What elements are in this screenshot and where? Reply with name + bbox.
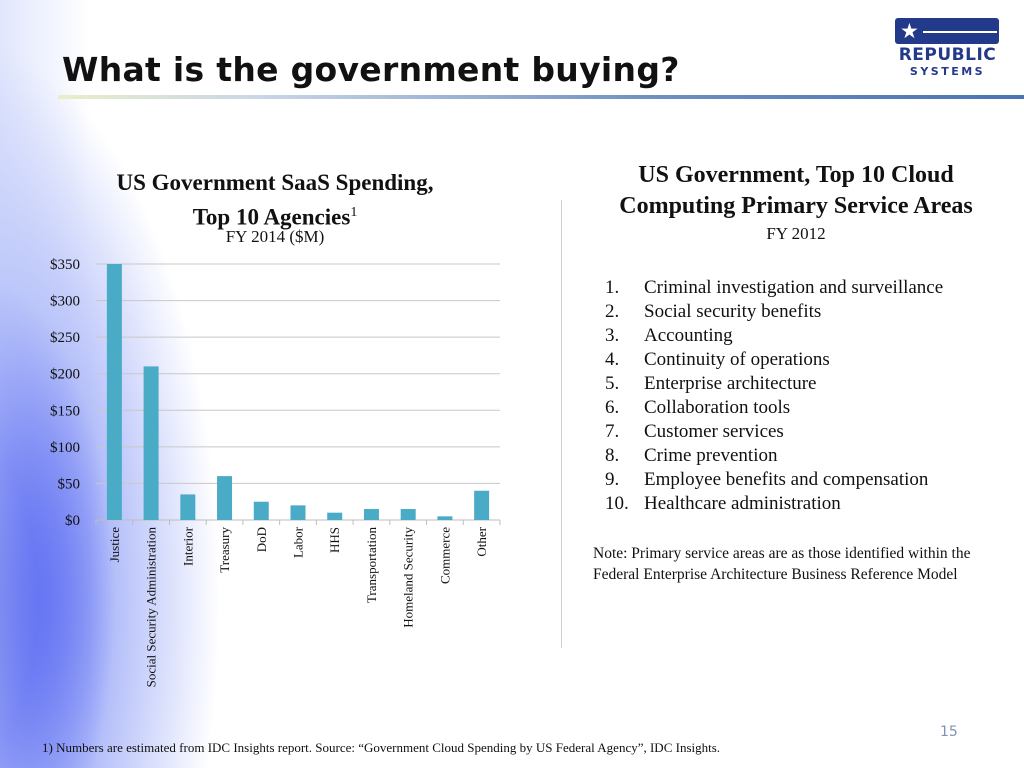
service-area-label: Customer services (644, 421, 784, 442)
service-area-item: 9. Employee benefits and compensation (602, 468, 1012, 492)
bar (437, 516, 453, 520)
y-tick-label: $100 (50, 440, 80, 456)
service-area-label: Accounting (644, 325, 733, 346)
service-area-item: 8. Crime prevention (602, 444, 1012, 468)
service-area-item: 7. Customer services (602, 420, 1012, 444)
service-area-number: 9. (605, 469, 620, 490)
bar (327, 512, 343, 520)
x-tick-label: Labor (291, 526, 306, 558)
page-number: 15 (940, 724, 958, 740)
service-areas-subtitle: FY 2012 (766, 224, 826, 243)
saas-spending-bar-chart: $0 $50 $100 $150 $200 $250 $300 $350 Justice Soci… (50, 257, 501, 688)
service-area-number: 10. (605, 493, 629, 514)
service-area-label: Crime prevention (644, 445, 778, 466)
bar (363, 509, 379, 520)
service-area-item: 5. Enterprise architecture (602, 372, 1012, 396)
chart-title: US Government SaaS Spending, Top 10 Agen… (60, 168, 490, 233)
bar (180, 494, 196, 520)
bar (143, 366, 159, 520)
republic-systems-logo: ★ REPUBLIC SYSTEMS (895, 18, 1000, 80)
service-area-number: 6. (605, 397, 620, 418)
service-area-label: Criminal investigation and surveillance (644, 277, 944, 298)
x-tick-label: Commerce (437, 527, 452, 584)
service-area-number: 8. (605, 445, 620, 466)
y-tick-label: $50 (58, 476, 81, 492)
y-tick-label: $200 (50, 367, 80, 383)
y-tick-label: $150 (50, 403, 80, 419)
x-tick-label: DoD (254, 527, 269, 552)
service-area-label: Employee benefits and compensation (644, 469, 929, 490)
service-area-item: 10. Healthcare administration (602, 492, 1012, 516)
x-tick-label: Homeland Security (401, 527, 416, 628)
slide-title: What is the government buying? (62, 50, 680, 89)
service-area-number: 2. (605, 301, 620, 322)
service-area-label: Enterprise architecture (644, 373, 817, 394)
service-area-label: Social security benefits (644, 301, 822, 322)
service-areas-title: US Government, Top 10 Cloud Computing Pr… (592, 160, 1000, 222)
title-underline (58, 95, 1024, 99)
x-tick-label: Other (474, 526, 489, 556)
star-icon: ★ (900, 19, 919, 43)
chart-title-line2: Top 10 Agencies (192, 204, 351, 230)
service-area-item: 3. Accounting (602, 324, 1012, 348)
bar (474, 490, 490, 520)
x-tick-label: Transportation (364, 527, 379, 604)
x-tick-label: HHS (327, 527, 342, 553)
panel-divider (561, 200, 562, 648)
y-tick-label: $350 (50, 257, 80, 273)
service-areas-title-line2: Computing Primary Service Areas (619, 193, 973, 219)
service-area-number: 7. (605, 421, 620, 442)
logo-text-republic: REPUBLIC (898, 45, 997, 65)
service-area-label: Healthcare administration (644, 493, 841, 514)
x-tick-label: Interior (180, 526, 195, 566)
service-areas-title-line1: US Government, Top 10 Cloud (638, 162, 954, 188)
service-area-label: Collaboration tools (644, 397, 791, 418)
x-tick-label: Treasury (217, 527, 232, 573)
bar (217, 476, 233, 520)
service-area-item: 4. Continuity of operations (602, 348, 1012, 372)
service-areas-list: 1. Criminal investigation and surveillanc… (602, 276, 1012, 516)
y-tick-label: $250 (50, 330, 80, 346)
y-tick-label: $0 (65, 513, 80, 529)
chart-title-line2-wrap: Top 10 Agencies1 (60, 198, 490, 233)
service-area-item: 6. Collaboration tools (602, 396, 1012, 420)
service-area-label: Continuity of operations (644, 349, 830, 370)
x-tick-label: Social Security Administration (144, 527, 159, 688)
service-area-number: 3. (605, 325, 620, 346)
logo-stripe (923, 31, 997, 33)
footnote-marker: 1 (350, 205, 358, 220)
service-areas-note: Note: Primary service areas are as those… (593, 545, 971, 583)
chart-subtitle: FY 2014 ($M) (225, 227, 325, 246)
logo-flag-bar: ★ (895, 18, 999, 44)
bar (400, 509, 416, 520)
bar (253, 501, 269, 520)
service-area-item: 1. Criminal investigation and surveillanc… (602, 276, 1012, 300)
logo-text-systems: SYSTEMS (909, 65, 986, 78)
chart-title-line1: US Government SaaS Spending, (116, 170, 434, 195)
bar (106, 264, 122, 520)
service-area-number: 5. (605, 373, 620, 394)
service-area-number: 1. (605, 277, 620, 298)
x-tick-label: Justice (107, 527, 122, 563)
footnote: 1) Numbers are estimated from IDC Insigh… (42, 740, 721, 755)
service-area-item: 2. Social security benefits (602, 300, 1012, 324)
bar (290, 505, 306, 520)
y-tick-label: $300 (50, 294, 80, 310)
service-area-number: 4. (605, 349, 620, 370)
